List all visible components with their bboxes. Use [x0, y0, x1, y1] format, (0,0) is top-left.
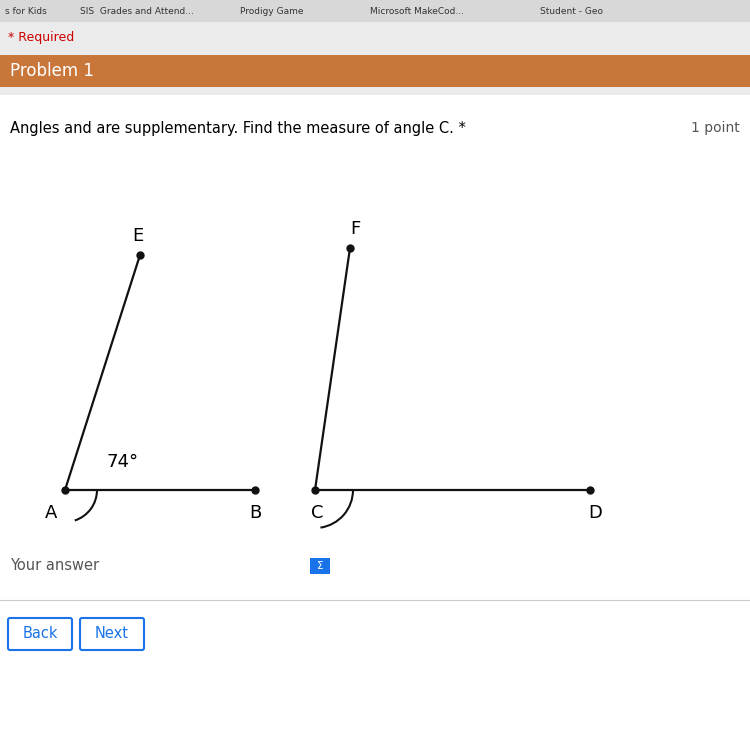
- Text: SIS  Grades and Attend...: SIS Grades and Attend...: [80, 7, 194, 16]
- Text: F: F: [350, 220, 360, 238]
- Text: 74°: 74°: [107, 453, 140, 471]
- FancyBboxPatch shape: [8, 618, 72, 650]
- FancyBboxPatch shape: [310, 558, 330, 574]
- Text: Σ: Σ: [316, 561, 323, 571]
- Text: D: D: [588, 504, 602, 522]
- Text: s for Kids: s for Kids: [5, 7, 46, 16]
- Text: Student - Geo: Student - Geo: [540, 7, 603, 16]
- Text: B: B: [249, 504, 261, 522]
- Text: Next: Next: [95, 626, 129, 641]
- Text: Angles and are supplementary. Find the measure of angle C. *: Angles and are supplementary. Find the m…: [10, 121, 466, 136]
- FancyBboxPatch shape: [0, 95, 750, 750]
- Text: C: C: [310, 504, 323, 522]
- Text: Prodigy Game: Prodigy Game: [240, 7, 304, 16]
- Text: A: A: [45, 504, 57, 522]
- FancyBboxPatch shape: [80, 618, 144, 650]
- Text: Problem 1: Problem 1: [10, 62, 94, 80]
- Text: * Required: * Required: [8, 31, 74, 44]
- Text: Your answer: Your answer: [10, 557, 99, 572]
- FancyBboxPatch shape: [0, 55, 750, 87]
- Text: Microsoft MakeCod...: Microsoft MakeCod...: [370, 7, 464, 16]
- Text: 1 point: 1 point: [692, 121, 740, 135]
- Text: Back: Back: [22, 626, 58, 641]
- Text: E: E: [132, 227, 144, 245]
- FancyBboxPatch shape: [0, 0, 750, 22]
